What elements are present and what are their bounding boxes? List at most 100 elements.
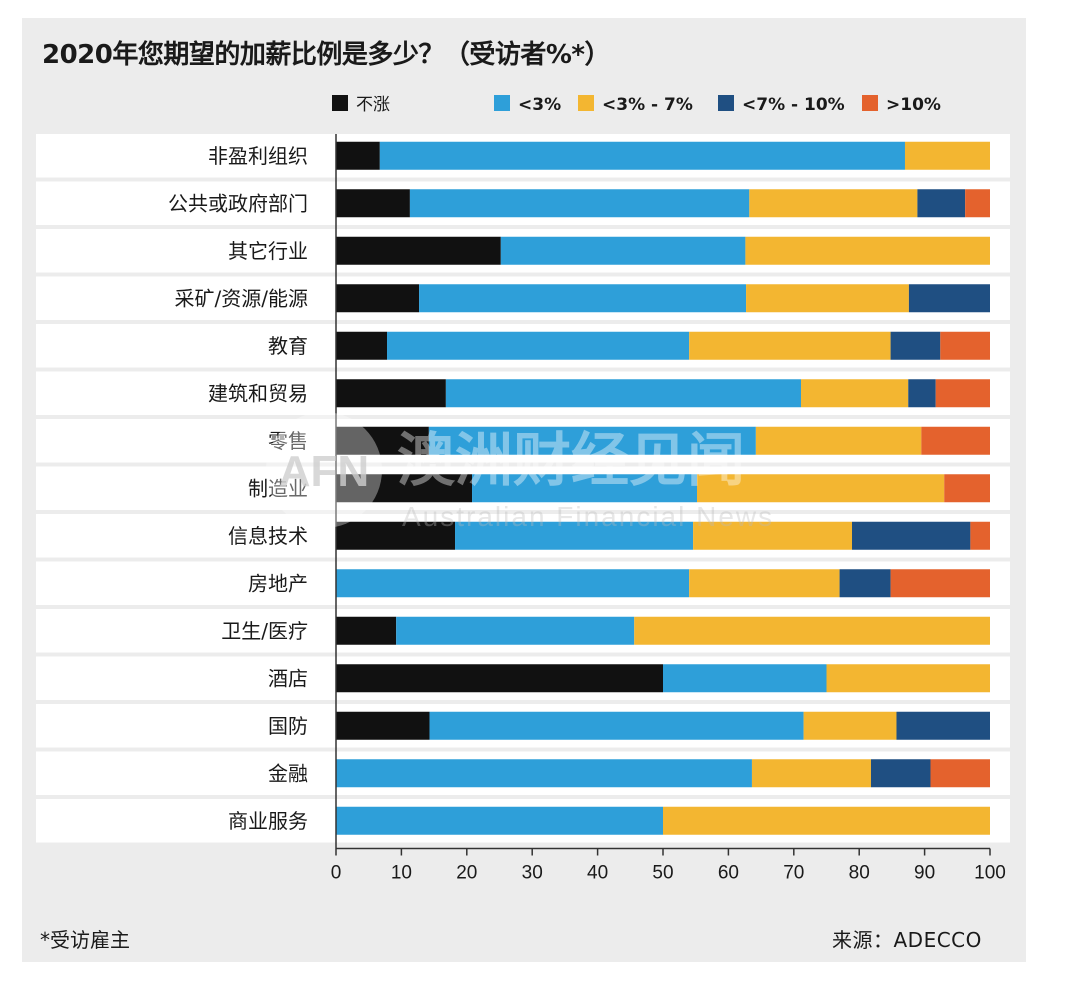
bar-segment bbox=[663, 664, 827, 693]
bar-segment bbox=[634, 616, 990, 645]
x-tick-label: 100 bbox=[974, 863, 1006, 884]
bar-segment bbox=[663, 806, 990, 835]
bar-segment bbox=[746, 284, 909, 313]
bar-segment bbox=[336, 141, 380, 170]
bar-segment bbox=[419, 284, 747, 313]
legend-label: <7% - 10% bbox=[742, 95, 845, 115]
x-tick-label: 30 bbox=[522, 863, 543, 884]
legend: 不涨 <3% <3% - 7% <7% - 10% >10% bbox=[332, 95, 941, 115]
bar-segment bbox=[445, 379, 801, 408]
x-tick-label: 50 bbox=[652, 863, 673, 884]
bar-segment bbox=[697, 474, 945, 503]
footnote: *受访雇主 bbox=[40, 928, 130, 952]
bar-segment bbox=[693, 521, 853, 550]
bar-segment bbox=[745, 236, 990, 265]
bar-segment bbox=[940, 331, 990, 360]
bar-segment bbox=[904, 141, 990, 170]
bar-segment bbox=[336, 569, 690, 598]
category-label: 房地产 bbox=[248, 571, 308, 595]
bar-segment bbox=[387, 331, 690, 360]
x-tick-label: 20 bbox=[456, 863, 477, 884]
bar-segment bbox=[890, 569, 990, 598]
bar-segment bbox=[336, 284, 420, 313]
bar-segment bbox=[965, 189, 990, 218]
bar-segment bbox=[870, 759, 931, 788]
legend-swatch bbox=[862, 95, 878, 111]
bar-layer bbox=[336, 141, 990, 835]
category-label: 建筑和贸易 bbox=[208, 381, 308, 405]
bar-segment bbox=[803, 711, 897, 740]
bar-segment bbox=[749, 189, 918, 218]
bar-segment bbox=[336, 426, 429, 455]
bar-segment bbox=[689, 331, 891, 360]
bar-segment bbox=[970, 521, 990, 550]
legend-label: <3% bbox=[518, 95, 561, 115]
bar-segment bbox=[336, 236, 501, 265]
legend-label: 不涨 bbox=[356, 95, 390, 115]
bar-segment bbox=[455, 521, 694, 550]
bar-segment bbox=[336, 664, 663, 693]
bar-segment bbox=[379, 141, 905, 170]
x-tick-label: 70 bbox=[783, 863, 804, 884]
bar-segment bbox=[839, 569, 891, 598]
category-label: 采矿/资源/能源 bbox=[175, 286, 308, 310]
bar-segment bbox=[336, 616, 397, 645]
bar-segment bbox=[336, 189, 410, 218]
legend-swatch bbox=[494, 95, 510, 111]
x-axis: 0 10 20 30 40 50 60 70 80 90 100 bbox=[331, 134, 1006, 884]
bar-segment bbox=[336, 806, 663, 835]
x-tick-label: 60 bbox=[718, 863, 739, 884]
source-note: 来源：ADECCO bbox=[832, 928, 982, 952]
x-tick-label: 0 bbox=[331, 863, 342, 884]
bar-segment bbox=[751, 759, 871, 788]
x-tick-label: 10 bbox=[391, 863, 412, 884]
category-label: 教育 bbox=[268, 334, 308, 358]
bar-segment bbox=[689, 569, 840, 598]
category-label: 制造业 bbox=[248, 476, 308, 500]
bar-segment bbox=[800, 379, 909, 408]
bar-segment bbox=[409, 189, 750, 218]
bar-segment bbox=[336, 711, 430, 740]
category-label: 公共或政府部门 bbox=[168, 191, 308, 215]
bar-segment bbox=[336, 759, 752, 788]
bar-segment bbox=[336, 331, 388, 360]
category-label: 金融 bbox=[268, 761, 308, 785]
category-label: 非盈利组织 bbox=[208, 144, 308, 168]
bar-segment bbox=[472, 474, 698, 503]
bar-segment bbox=[930, 759, 990, 788]
bar-segment bbox=[428, 426, 756, 455]
bar-segment bbox=[917, 189, 966, 218]
bar-segment bbox=[935, 379, 990, 408]
bar-segment bbox=[921, 426, 990, 455]
category-label: 零售 bbox=[268, 429, 308, 453]
bar-segment bbox=[826, 664, 990, 693]
x-tick-label: 40 bbox=[587, 863, 608, 884]
bar-segment bbox=[336, 379, 446, 408]
bar-segment bbox=[429, 711, 804, 740]
legend-label: >10% bbox=[886, 95, 941, 115]
bar-segment bbox=[896, 711, 990, 740]
x-tick-label: 80 bbox=[849, 863, 870, 884]
category-label: 信息技术 bbox=[228, 524, 308, 548]
chart-title: 2020年您期望的加薪比例是多少？（受访者%*） bbox=[42, 40, 611, 70]
legend-swatch bbox=[578, 95, 594, 111]
bar-segment bbox=[336, 474, 473, 503]
legend-label: <3% - 7% bbox=[602, 95, 693, 115]
category-label: 国防 bbox=[268, 714, 308, 738]
legend-swatch bbox=[332, 95, 348, 111]
bar-segment bbox=[944, 474, 990, 503]
category-label: 酒店 bbox=[268, 666, 308, 690]
bar-segment bbox=[755, 426, 922, 455]
bar-segment bbox=[336, 521, 456, 550]
legend-swatch bbox=[718, 95, 734, 111]
bar-segment bbox=[852, 521, 971, 550]
category-label: 其它行业 bbox=[228, 239, 308, 263]
category-label: 商业服务 bbox=[228, 809, 308, 833]
category-labels: 非盈利组织公共或政府部门其它行业采矿/资源/能源教育建筑和贸易零售制造业信息技术… bbox=[168, 144, 308, 833]
x-tick-label: 90 bbox=[914, 863, 935, 884]
bar-segment bbox=[908, 379, 936, 408]
bar-segment bbox=[908, 284, 990, 313]
category-label: 卫生/医疗 bbox=[221, 619, 308, 643]
bar-segment bbox=[890, 331, 941, 360]
